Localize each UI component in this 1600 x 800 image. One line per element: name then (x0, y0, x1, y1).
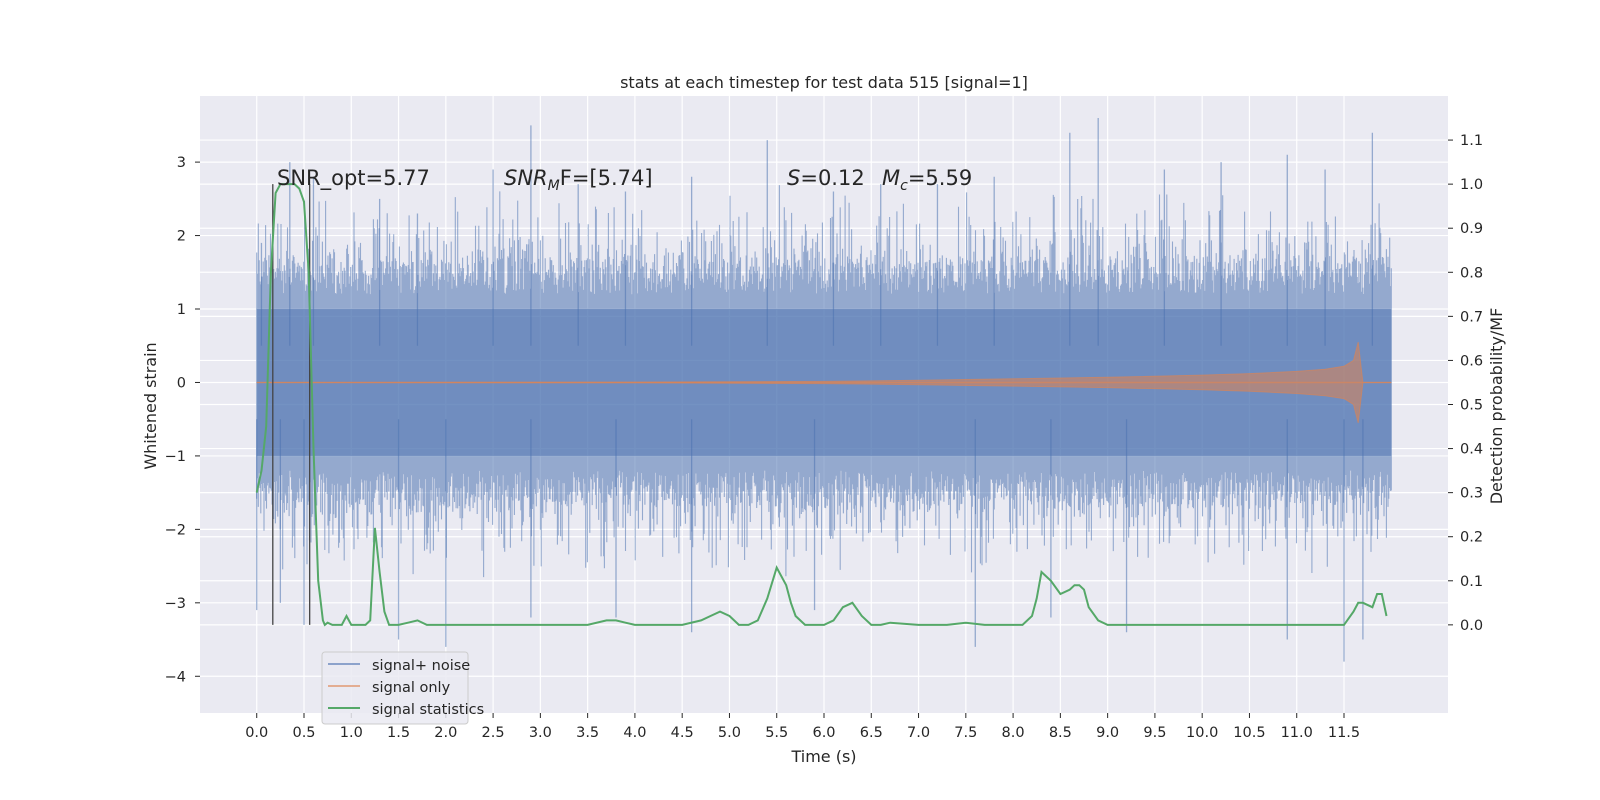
vertical-markers (272, 184, 311, 625)
x-tick-label: 4.0 (623, 725, 646, 741)
y-right-tick-label: 0.8 (1460, 265, 1483, 281)
x-tick-label: 11.0 (1281, 725, 1313, 741)
legend-label-signal-statistics: signal statistics (372, 702, 484, 718)
x-tick-label: 3.5 (576, 725, 599, 741)
x-tick-label: 6.0 (812, 725, 835, 741)
legend-box (321, 651, 469, 725)
y-right-tick-label: 1.0 (1460, 177, 1483, 193)
x-tick-label: 7.5 (954, 725, 977, 741)
y-tick-label: −2 (165, 522, 186, 538)
x-tick-label: 1.0 (340, 725, 363, 741)
annotation-snr-opt: SNR_opt=5.77 (277, 166, 430, 191)
chart-title: stats at each timestep for test data 515… (620, 73, 1028, 92)
legend-label-signal-noise: signal+ noise (372, 658, 470, 674)
y-axis-right-ticks: 1.1 1.0 0.9 0.8 0.7 0.6 0.5 0.4 0.3 0.2 0.1 0.0 (1448, 133, 1483, 634)
x-tick-label: 2.5 (482, 725, 505, 741)
y-tick-label: 0 (177, 375, 186, 391)
series-signal-only (256, 341, 1392, 424)
y-right-tick-label: 1.1 (1460, 133, 1483, 149)
x-tick-label: 6.5 (860, 725, 883, 741)
y-right-tick-label: 0.3 (1460, 486, 1483, 502)
x-tick-label: 3.0 (529, 725, 552, 741)
legend-label-signal-only: signal only (372, 680, 451, 696)
x-axis-label: Time (s) (790, 747, 856, 766)
y-right-tick-label: 0.1 (1460, 574, 1483, 590)
x-tick-label: 5.5 (765, 725, 788, 741)
signal-statistics-line (255, 183, 1388, 627)
y-axis-right-label: Detection probability/MF (1487, 308, 1506, 505)
y-tick-label: −1 (165, 449, 186, 465)
x-tick-label: 1.5 (387, 725, 410, 741)
x-tick-label: 8.5 (1049, 725, 1072, 741)
y-tick-label: 1 (177, 302, 186, 318)
x-tick-label: 0.0 (245, 725, 268, 741)
y-right-tick-label: 0.5 (1460, 398, 1483, 414)
y-tick-label: −4 (165, 669, 186, 685)
x-tick-label: 8.0 (1002, 725, 1025, 741)
y-right-tick-label: 0.7 (1460, 309, 1483, 325)
y-axis-left-ticks: 3 2 1 0 −1 −2 −3 −4 (165, 155, 200, 685)
y-tick-label: −3 (165, 596, 186, 612)
y-tick-label: 2 (177, 229, 186, 245)
x-tick-label: 2.0 (434, 725, 457, 741)
annotation-mc: Mc=5.59 (882, 166, 972, 194)
x-tick-label: 7.0 (907, 725, 930, 741)
y-right-tick-label: 0.6 (1460, 353, 1483, 369)
x-tick-label: 9.5 (1143, 725, 1166, 741)
y-tick-label: 3 (177, 155, 186, 171)
legend: signal+ noise signal only signal statist… (321, 651, 484, 725)
annotation-snr-mf: SNRMF=[5.74] (504, 166, 653, 194)
y-axis-label: Whitened strain (141, 342, 160, 469)
x-tick-label: 4.5 (671, 725, 694, 741)
x-tick-label: 0.5 (292, 725, 315, 741)
y-right-tick-label: 0.0 (1460, 618, 1483, 634)
series-signal-statistics (255, 183, 1388, 627)
x-axis-ticks: 0.0 0.5 1.0 1.5 2.0 2.5 3.0 3.5 4.0 4.5 5.0 5.5 6.0 6… (245, 713, 1360, 741)
x-tick-label: 5.0 (718, 725, 741, 741)
y-right-tick-label: 0.2 (1460, 530, 1483, 546)
x-tick-label: 9.0 (1096, 725, 1119, 741)
annotation-s: S=0.12 (787, 166, 865, 190)
y-right-tick-label: 0.4 (1460, 442, 1483, 458)
x-tick-label: 10.5 (1233, 725, 1265, 741)
x-tick-label: 10.0 (1186, 725, 1218, 741)
y-right-tick-label: 0.9 (1460, 221, 1483, 237)
x-tick-label: 11.5 (1328, 725, 1360, 741)
